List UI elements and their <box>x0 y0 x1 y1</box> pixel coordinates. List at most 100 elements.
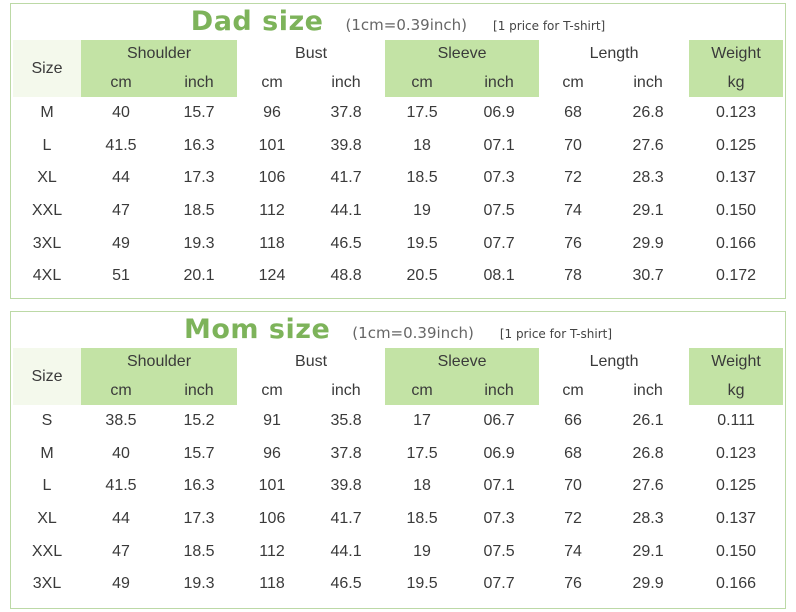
table-row: L 41.5 16.3 101 39.8 18 07.1 70 27.6 0.125 <box>13 130 783 163</box>
bust-inch-cell: 37.8 <box>330 104 362 122</box>
mom-table-body: S 38.5 15.2 91 35.8 17 06.7 66 26.1 0.111 M 40 15.7 9… <box>13 405 783 601</box>
length-inch-cell: 29.9 <box>632 575 664 593</box>
bust-cm-cell: 112 <box>259 542 285 560</box>
sleeve-inch-cell: 07.5 <box>483 542 515 560</box>
shoulder-cm-cell: 44 <box>112 169 130 187</box>
sleeve-inch-cell: 06.9 <box>483 104 515 122</box>
length-cm-cell: 74 <box>564 202 582 220</box>
bust-cm-cell: 112 <box>259 202 285 220</box>
sleeve-inch-cell: 07.7 <box>483 234 515 252</box>
length-inch-cell: 29.1 <box>632 202 664 220</box>
weight-header: Weight <box>689 40 784 68</box>
size-header: Size <box>13 348 81 405</box>
table-row: M 40 15.7 96 37.8 17.5 06.9 68 26.8 0.123 <box>13 97 783 130</box>
length-inch-cell: 27.6 <box>632 477 664 495</box>
dad-conversion-note: (1cm=0.39inch) <box>345 16 468 34</box>
length-cm-cell: 68 <box>564 104 582 122</box>
bust-cm-cell: 118 <box>259 575 285 593</box>
weight-kg-cell: 0.150 <box>716 542 757 560</box>
shoulder-cm-cell: 47 <box>112 202 130 220</box>
mom-size-panel: Mom size (1cm=0.39inch) [1 price for T-s… <box>10 311 786 609</box>
bust-cm-cell: 96 <box>263 444 281 462</box>
length-cm-cell: 76 <box>564 575 582 593</box>
shoulder-inch-cell: 15.2 <box>183 412 215 430</box>
unit-inch: inch <box>161 376 238 405</box>
bust-cm-cell: 106 <box>258 510 286 528</box>
shoulder-cm-cell: 51 <box>112 267 130 285</box>
weight-kg-cell: 0.125 <box>716 136 757 154</box>
weight-kg-cell: 0.150 <box>716 202 757 220</box>
shoulder-cm-cell: 40 <box>112 104 130 122</box>
shoulder-cm-cell: 49 <box>112 234 130 252</box>
bust-inch-cell: 44.1 <box>330 202 362 220</box>
bust-inch-cell: 44.1 <box>330 542 362 560</box>
length-cm-cell: 70 <box>564 136 582 154</box>
shoulder-inch-cell: 18.5 <box>183 202 215 220</box>
table-row: XL 44 17.3 106 41.7 18.5 07.3 72 28.3 0.137 <box>13 503 783 536</box>
weight-kg-cell: 0.123 <box>716 104 757 122</box>
sleeve-cm-cell: 18 <box>413 136 431 154</box>
sleeve-inch-cell: 06.7 <box>483 412 515 430</box>
dad-unit-row: cm inch cm inch cm inch cm inch kg <box>13 68 784 97</box>
unit-inch: inch <box>331 381 361 399</box>
length-header: Length <box>589 353 639 370</box>
unit-cm: cm <box>261 381 283 399</box>
shoulder-inch-cell: 15.7 <box>183 104 215 122</box>
size-cell: S <box>41 412 53 430</box>
sleeve-cm-cell: 19 <box>413 542 431 560</box>
sleeve-cm-cell: 19 <box>413 202 431 220</box>
dad-header-row: Size Shoulder Bust Sleeve Length Weight <box>13 40 784 97</box>
sleeve-cm-cell: 18.5 <box>406 510 438 528</box>
mom-title-bar: Mom size (1cm=0.39inch) [1 price for T-s… <box>11 312 785 348</box>
bust-inch-cell: 39.8 <box>330 136 362 154</box>
bust-cm-cell: 106 <box>258 169 286 187</box>
table-row: S 38.5 15.2 91 35.8 17 06.7 66 26.1 0.111 <box>13 405 783 438</box>
length-inch-cell: 28.3 <box>632 169 664 187</box>
shoulder-cm-cell: 47 <box>112 542 130 560</box>
unit-kg: kg <box>689 68 784 97</box>
table-row: XXL 47 18.5 112 44.1 19 07.5 74 29.1 0.150 <box>13 535 783 568</box>
length-inch-cell: 26.8 <box>632 104 664 122</box>
length-cm-cell: 72 <box>564 169 582 187</box>
size-cell: XXL <box>31 202 63 220</box>
bust-cm-cell: 96 <box>263 104 281 122</box>
table-row: 3XL 49 19.3 118 46.5 19.5 07.7 76 29.9 0.166 <box>13 568 783 601</box>
sleeve-cm-cell: 20.5 <box>406 267 438 285</box>
unit-cm: cm <box>562 73 584 91</box>
shoulder-cm-cell: 49 <box>112 575 130 593</box>
length-inch-cell: 30.7 <box>632 267 664 285</box>
size-cell: XL <box>37 169 57 187</box>
length-cm-cell: 68 <box>564 444 582 462</box>
sleeve-header: Sleeve <box>385 348 540 376</box>
bust-cm-cell: 101 <box>258 477 286 495</box>
length-cm-cell: 72 <box>564 510 582 528</box>
sleeve-inch-cell: 07.7 <box>483 575 515 593</box>
weight-kg-cell: 0.166 <box>716 575 757 593</box>
table-row: L 41.5 16.3 101 39.8 18 07.1 70 27.6 0.125 <box>13 470 783 503</box>
shoulder-cm-cell: 41.5 <box>105 477 137 495</box>
sleeve-inch-cell: 08.1 <box>483 267 515 285</box>
size-cell: M <box>40 104 54 122</box>
length-inch-cell: 26.8 <box>632 444 664 462</box>
unit-inch: inch <box>459 376 540 405</box>
weight-kg-cell: 0.137 <box>716 169 757 187</box>
size-cell: L <box>42 136 52 154</box>
unit-cm: cm <box>261 73 283 91</box>
dad-size-panel: Dad size (1cm=0.39inch) [1 price for T-s… <box>10 3 786 299</box>
sleeve-inch-cell: 07.1 <box>483 477 515 495</box>
shoulder-inch-cell: 18.5 <box>183 542 215 560</box>
sleeve-inch-cell: 07.1 <box>483 136 515 154</box>
shoulder-cm-cell: 44 <box>112 510 130 528</box>
sleeve-cm-cell: 19.5 <box>406 575 438 593</box>
shoulder-cm-cell: 40 <box>112 444 130 462</box>
shoulder-inch-cell: 17.3 <box>183 169 215 187</box>
bust-inch-cell: 37.8 <box>330 444 362 462</box>
shoulder-header: Shoulder <box>81 40 238 68</box>
unit-inch: inch <box>633 381 663 399</box>
sleeve-cm-cell: 17.5 <box>406 444 438 462</box>
length-cm-cell: 74 <box>564 542 582 560</box>
length-header: Length <box>589 45 639 62</box>
shoulder-inch-cell: 16.3 <box>183 136 215 154</box>
length-cm-cell: 78 <box>564 267 582 285</box>
sleeve-cm-cell: 18.5 <box>406 169 438 187</box>
